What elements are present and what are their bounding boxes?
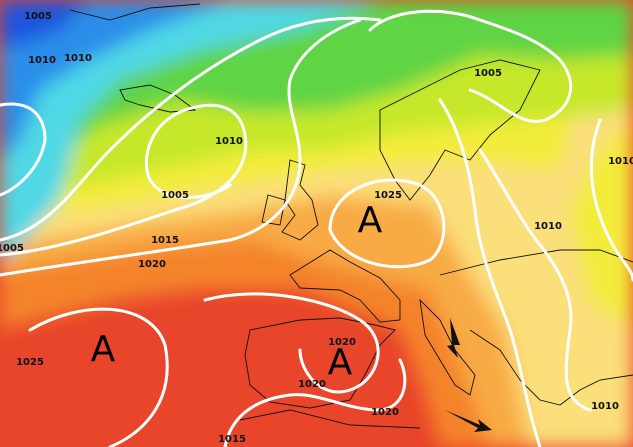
isobars bbox=[0, 9, 633, 447]
high-pressure-marker: A bbox=[328, 342, 353, 383]
isobar-label: 1005 bbox=[0, 243, 24, 254]
isobar-label: 1010 bbox=[215, 136, 243, 147]
isobar-label: 1010 bbox=[608, 156, 633, 167]
high-pressure-marker: A bbox=[358, 200, 383, 241]
wind-arrows bbox=[445, 318, 492, 432]
isobar-label: 1015 bbox=[151, 235, 179, 246]
isobar-label: 1020 bbox=[371, 407, 399, 418]
isobar-label: 1010 bbox=[534, 221, 562, 232]
isobar-label: 1020 bbox=[138, 259, 166, 270]
isobar-label: 1005 bbox=[24, 11, 52, 22]
isobar-label: 1025 bbox=[374, 190, 402, 201]
coastlines bbox=[69, 3, 633, 429]
isobar-label: 1025 bbox=[16, 357, 44, 368]
isobar-label: 1020 bbox=[298, 379, 326, 390]
labels: 1005 1010 1010 1005 1010 1005 1025 1010 1015 1020… bbox=[0, 11, 633, 445]
isobar-label: 1005 bbox=[474, 68, 502, 79]
isobar-label: 1010 bbox=[64, 53, 92, 64]
isobar-label: 1020 bbox=[328, 337, 356, 348]
high-pressure-marker: A bbox=[91, 329, 116, 370]
isobar-label: 1015 bbox=[218, 434, 246, 445]
isobar-label: 1005 bbox=[161, 190, 189, 201]
isobar-label: 1010 bbox=[28, 55, 56, 66]
isobar-label: 1010 bbox=[591, 401, 619, 412]
